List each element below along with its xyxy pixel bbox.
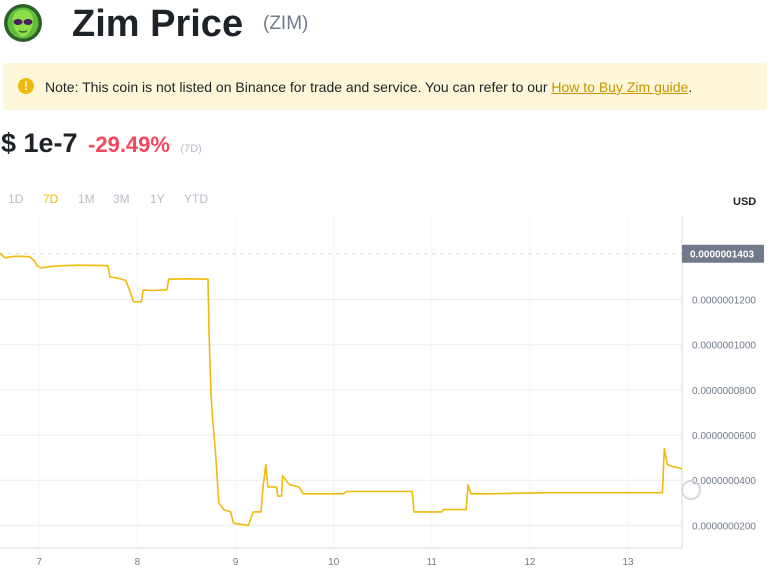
price-summary: $ 1e-7 -29.49% (7D) [1,128,202,164]
price-change-percent: -29.49% [88,132,170,157]
current-value-tag [682,244,764,263]
tab-1d[interactable]: 1D [8,192,24,206]
note-text: Note: This coin is not listed on Binance… [45,77,692,97]
x-tick-label: 11 [427,557,438,568]
change-period-badge: (7D) [180,143,202,155]
tab-1y[interactable]: 1Y [150,192,165,206]
note-message: Note: This coin is not listed on Binance… [45,79,552,95]
page-header: Zim Price (ZIM) [0,0,783,52]
how-to-buy-link[interactable]: How to Buy Zim guide [551,79,689,95]
zim-logo-icon [4,4,42,42]
tab-ytd[interactable]: YTD [184,192,208,206]
tab-7d[interactable]: 7D [43,192,59,206]
y-tick-label: 0.0000001000 [692,341,756,352]
note-suffix: . [688,79,693,95]
x-tick-label: 13 [622,557,634,568]
y-tick-label: 0.0000000400 [692,476,756,487]
y-tick-label: 0.0000001200 [692,296,756,307]
exclamation-icon: ! [18,78,34,94]
y-tick-label: 0.0000000800 [692,386,756,397]
coin-symbol: (ZIM) [263,13,309,34]
listing-note-banner: ! Note: This coin is not listed on Binan… [3,63,767,110]
tab-3m[interactable]: 3M [113,192,130,206]
x-tick-label: 9 [233,557,239,568]
current-value-label: 0.0000001403 [690,250,754,261]
x-tick-label: 7 [36,557,42,568]
y-tick-label: 0.0000000200 [692,521,756,532]
tab-1m[interactable]: 1M [78,192,95,206]
x-tick-label: 12 [524,557,536,568]
page-title: Zim Price [72,3,244,45]
y-tick-label: 0.0000000600 [692,431,756,442]
x-tick-label: 8 [135,557,141,568]
currency-label: USD [733,196,757,208]
current-price: $ 1e-7 [1,128,78,158]
x-tick-label: 10 [328,557,340,568]
price-series-line [0,252,683,527]
watermark-icon [681,480,701,500]
